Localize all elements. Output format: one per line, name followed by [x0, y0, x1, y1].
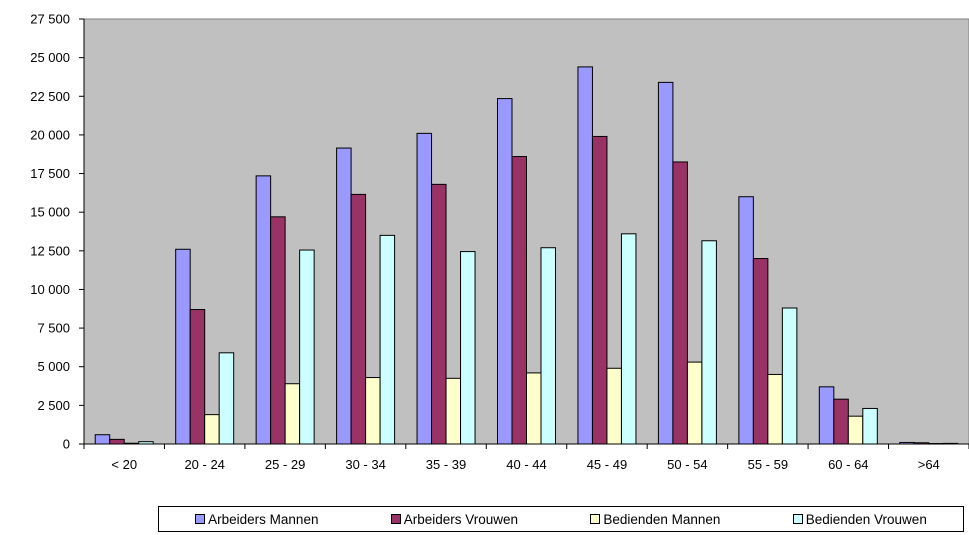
bar-2-4: [350, 193, 367, 445]
bar-3-9: [767, 373, 783, 445]
y-tick-label: 2 500: [37, 398, 70, 413]
y-tick-label: 10 000: [30, 282, 70, 297]
x-tick-label: 40 - 44: [506, 457, 546, 472]
bar-4-4: [379, 234, 396, 445]
y-tick-label: 27 500: [30, 12, 70, 27]
x-tick-label: 60 - 64: [828, 457, 868, 472]
bar-1-9: [738, 196, 754, 445]
x-tick-label: 55 - 59: [748, 457, 788, 472]
x-tick-label: 20 - 24: [184, 457, 224, 472]
legend-item: Bedienden Mannen: [590, 512, 720, 527]
bar-2-6: [511, 156, 527, 445]
chart: 0 2 500 5 000 7 500 10 000 12 500 15 000 17 500…: [30, 12, 969, 472]
bar-1-1: [94, 434, 111, 445]
y-tick-label: 20 000: [30, 127, 70, 142]
legend-label: Arbeiders Mannen: [208, 511, 319, 527]
legend-swatch: [390, 514, 401, 524]
bars-group: [94, 66, 959, 445]
x-tick-label: 50 - 54: [667, 457, 707, 472]
bar-4-3: [299, 249, 315, 445]
legend-label: Arbeiders Vrouwen: [403, 511, 519, 527]
legend: Arbeiders Mannen Arbeiders Vrouwen Bediend…: [158, 506, 964, 532]
x-tick-label: < 20: [111, 457, 137, 472]
bar-1-3: [255, 175, 272, 445]
legend-label: Bedienden Vrouwen: [805, 511, 927, 527]
bar-3-5: [445, 377, 462, 445]
bar-1-7: [577, 66, 593, 445]
y-tick-label: 0: [63, 437, 70, 452]
bar-1-6: [497, 98, 513, 445]
bar-1-8: [657, 81, 674, 445]
bar-4-10: [862, 407, 878, 445]
bar-3-10: [847, 415, 864, 445]
bar-3-2: [204, 414, 220, 445]
bar-4-8: [701, 240, 717, 445]
y-tick-label: 12 500: [30, 243, 70, 258]
legend-item: Bedienden Vrouwen: [792, 511, 927, 527]
y-tick-label: 7 500: [37, 321, 70, 336]
x-ticks-group: < 20 20 - 24 25 - 29 30 - 34 35 - 39 40 - 44 4…: [83, 444, 969, 472]
bar-1-2: [175, 248, 191, 445]
y-tick-label: 25 000: [30, 50, 70, 65]
bar-4-7: [620, 233, 637, 445]
bar-4-6: [540, 247, 556, 445]
legend-swatch: [590, 514, 601, 524]
y-ticks-group: 0 2 500 5 000 7 500 10 000 12 500 15 000 17 500…: [30, 12, 84, 452]
bar-4-2: [218, 352, 235, 445]
bar-2-9: [752, 258, 769, 445]
bar-3-8: [686, 361, 703, 445]
x-tick-label: 35 - 39: [426, 457, 466, 472]
x-tick-label: 25 - 29: [265, 457, 305, 472]
x-tick-label: 30 - 34: [345, 457, 385, 472]
bar-1-10: [818, 386, 835, 445]
x-tick-label: >64: [918, 457, 940, 472]
legend-label: Bedienden Mannen: [603, 511, 721, 527]
legend-swatch: [792, 514, 803, 524]
legend-item: Arbeiders Vrouwen: [390, 511, 519, 527]
bar-2-5: [431, 183, 447, 445]
bar-3-4: [365, 377, 381, 445]
bar-2-10: [833, 398, 849, 445]
y-tick-label: 5 000: [37, 359, 70, 374]
y-tick-label: 15 000: [30, 205, 70, 220]
bar-2-8: [672, 161, 688, 445]
bar-3-3: [284, 383, 301, 445]
bar-2-2: [189, 309, 206, 445]
bar-3-6: [526, 372, 542, 445]
bar-1-4: [336, 147, 352, 445]
x-tick-label: 45 - 49: [587, 457, 627, 472]
bar-1-5: [416, 132, 433, 445]
bar-4-9: [781, 307, 798, 445]
y-tick-label: 22 500: [30, 89, 70, 104]
bar-2-3: [270, 216, 286, 445]
legend-swatch: [195, 514, 206, 524]
bar-2-7: [591, 135, 608, 445]
bar-2-1: [109, 438, 125, 445]
legend-item: Arbeiders Mannen: [195, 512, 318, 527]
y-tick-label: 17 500: [30, 166, 70, 181]
bar-4-5: [460, 251, 476, 445]
bar-3-7: [606, 367, 622, 445]
